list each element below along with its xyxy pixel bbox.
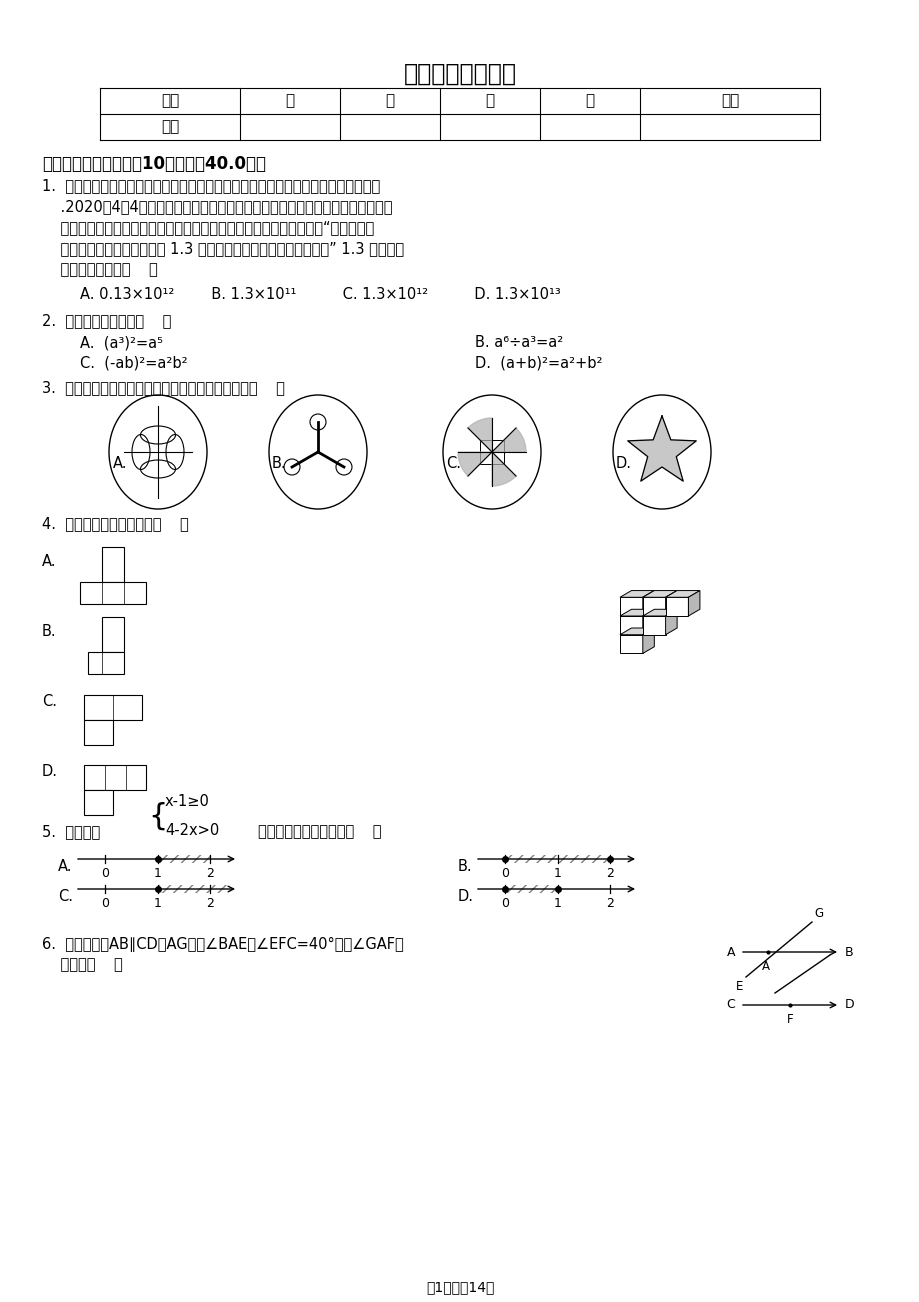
Text: D.: D. xyxy=(458,889,473,904)
Text: 第1页，內14页: 第1页，內14页 xyxy=(425,1280,494,1294)
Text: 0: 0 xyxy=(501,897,508,910)
Text: B. a⁶÷a³=a²: B. a⁶÷a³=a² xyxy=(474,335,562,350)
Bar xyxy=(84,720,113,745)
Bar xyxy=(158,885,228,893)
Text: 5.  不等式组: 5. 不等式组 xyxy=(42,824,100,838)
Bar xyxy=(102,617,124,652)
Text: 题号: 题号 xyxy=(161,92,179,108)
Text: 0: 0 xyxy=(101,897,108,910)
Polygon shape xyxy=(627,417,696,482)
Polygon shape xyxy=(642,591,676,598)
Bar xyxy=(642,616,664,634)
Polygon shape xyxy=(619,591,653,598)
Text: 0: 0 xyxy=(501,867,508,880)
Text: A: A xyxy=(726,945,734,958)
Polygon shape xyxy=(468,418,492,452)
Bar xyxy=(158,855,210,863)
Text: 学记数法表示为（    ）: 学记数法表示为（ ） xyxy=(42,262,157,277)
Text: 中考数学一模试卷: 中考数学一模试卷 xyxy=(403,62,516,86)
Text: F: F xyxy=(786,1013,792,1026)
Text: G: G xyxy=(813,907,823,921)
Text: E: E xyxy=(735,980,743,993)
Text: A: A xyxy=(761,960,769,973)
Text: 度数为（    ）: 度数为（ ） xyxy=(42,957,122,973)
Text: A.: A. xyxy=(58,859,73,874)
Text: 二: 二 xyxy=(385,92,394,108)
Text: 2: 2 xyxy=(206,897,214,910)
Text: 三: 三 xyxy=(485,92,494,108)
Text: B.: B. xyxy=(272,456,287,471)
Text: A.: A. xyxy=(113,456,128,471)
Text: 一: 一 xyxy=(285,92,294,108)
Polygon shape xyxy=(687,591,699,616)
Text: 得分: 得分 xyxy=(161,118,179,134)
Bar xyxy=(664,598,687,616)
Polygon shape xyxy=(664,591,699,598)
Text: 4.  如图几何体的俧视图是（    ）: 4. 如图几何体的俧视图是（ ） xyxy=(42,516,188,531)
Text: 6.  如图，直线AB∥CD，AG平分∠BAE，∠EFC=40°，则∠GAF的: 6. 如图，直线AB∥CD，AG平分∠BAE，∠EFC=40°，则∠GAF的 xyxy=(42,937,403,952)
Text: 2: 2 xyxy=(606,867,613,880)
Text: 四: 四 xyxy=(584,92,594,108)
Bar xyxy=(84,790,113,815)
Text: 总分: 总分 xyxy=(720,92,738,108)
Bar xyxy=(480,440,504,464)
Bar xyxy=(80,582,146,604)
Bar xyxy=(619,616,642,634)
Text: 4-2x>0: 4-2x>0 xyxy=(165,823,219,838)
Bar xyxy=(102,547,124,582)
Text: A.: A. xyxy=(42,553,56,569)
Text: C: C xyxy=(725,999,734,1012)
Polygon shape xyxy=(642,591,653,616)
Text: B: B xyxy=(844,945,853,958)
Bar xyxy=(619,598,642,616)
Text: 0: 0 xyxy=(101,867,108,880)
Text: 一、选择题（本大题內10小题，內40.0分）: 一、选择题（本大题內10小题，內40.0分） xyxy=(42,155,266,173)
Polygon shape xyxy=(664,591,676,616)
Text: C.: C. xyxy=(42,694,57,710)
Text: 1: 1 xyxy=(553,897,562,910)
Text: B.: B. xyxy=(42,624,57,639)
Polygon shape xyxy=(642,628,653,654)
Text: D.: D. xyxy=(616,456,631,471)
Text: D: D xyxy=(844,999,854,1012)
Text: 3.  下列图形既是轴对称图形又是中心对称图形的是（    ）: 3. 下列图形既是轴对称图形又是中心对称图形的是（ ） xyxy=(42,380,285,395)
Bar xyxy=(84,766,146,790)
Text: A. 0.13×10¹²        B. 1.3×10¹¹          C. 1.3×10¹²          D. 1.3×10¹³: A. 0.13×10¹² B. 1.3×10¹¹ C. 1.3×10¹² D. … xyxy=(80,286,561,302)
Text: D.: D. xyxy=(42,764,58,779)
Text: 2: 2 xyxy=(206,867,214,880)
Text: 的解集在数轴上表示为（    ）: 的解集在数轴上表示为（ ） xyxy=(257,824,381,838)
Text: 2.  下列计算正确的是（    ）: 2. 下列计算正确的是（ ） xyxy=(42,312,171,328)
Text: .2020年4月4日，国务院联防联控机制召开新闻发布会，介绍疫情期间粧食供给: .2020年4月4日，国务院联防联控机制召开新闻发布会，介绍疫情期间粧食供给 xyxy=(42,199,392,214)
Polygon shape xyxy=(619,609,653,616)
Text: {: { xyxy=(148,802,167,831)
Text: B.: B. xyxy=(458,859,472,874)
Text: 1: 1 xyxy=(153,897,162,910)
Text: D.  (a+b)²=a²+b²: D. (a+b)²=a²+b² xyxy=(474,355,602,371)
Bar xyxy=(84,695,142,720)
Text: C.: C. xyxy=(446,456,460,471)
Text: C.: C. xyxy=(58,889,73,904)
Text: 1: 1 xyxy=(553,867,562,880)
Text: 1: 1 xyxy=(153,867,162,880)
Bar xyxy=(619,634,642,654)
Polygon shape xyxy=(458,452,492,477)
Text: C.  (-ab)²=a²b²: C. (-ab)²=a²b² xyxy=(80,355,187,371)
Text: 1.  随着新冠肺炎疫情在全球蔓延，粧食安全与国际粧食贸易等问题再次引发广泛关注: 1. 随着新冠肺炎疫情在全球蔓延，粧食安全与国际粧食贸易等问题再次引发广泛关注 xyxy=(42,178,380,193)
Text: x-1≥0: x-1≥0 xyxy=(165,794,210,809)
Polygon shape xyxy=(492,428,526,452)
Polygon shape xyxy=(492,452,516,486)
Bar xyxy=(505,885,558,893)
Polygon shape xyxy=(619,628,653,634)
Text: 年丰收，已连续五年稳定在 1.3 万亿斤以上，口粧保障绝对安全。” 1.3 万亿用科: 年丰收，已连续五年稳定在 1.3 万亿斤以上，口粧保障绝对安全。” 1.3 万亿… xyxy=(42,241,403,256)
Bar xyxy=(88,652,124,674)
Polygon shape xyxy=(642,609,653,634)
Text: 和保障工作情况，农业农村部发展规划司司长魏百刚给出了定心丸：“我国粧食连: 和保障工作情况，农业农村部发展规划司司长魏百刚给出了定心丸：“我国粧食连 xyxy=(42,220,374,234)
Text: 2: 2 xyxy=(606,897,613,910)
Text: A.  (a³)²=a⁵: A. (a³)²=a⁵ xyxy=(80,335,163,350)
Bar xyxy=(642,598,664,616)
Polygon shape xyxy=(642,609,676,616)
Polygon shape xyxy=(664,609,676,634)
Bar xyxy=(505,855,609,863)
